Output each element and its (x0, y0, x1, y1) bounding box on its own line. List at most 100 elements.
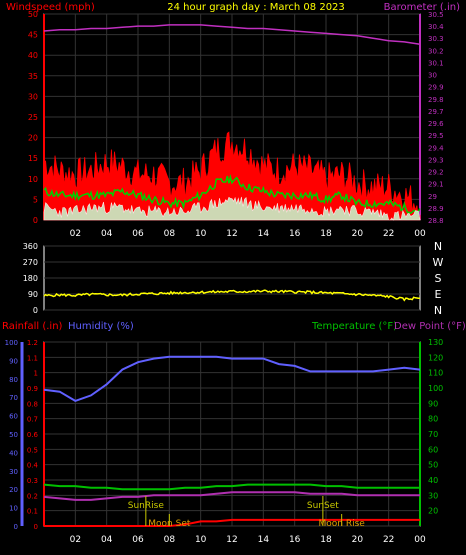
wind-x-tick-label: 12 (226, 229, 237, 239)
wind-y-tick-label: 20 (28, 134, 38, 143)
baro-y-tick-label: 28.8 (428, 217, 444, 225)
baro-y-tick-label: 29.5 (428, 132, 444, 140)
baro-y-tick-label: 30 (428, 72, 437, 80)
wind-y-tick-label: 10 (28, 175, 38, 184)
baro-y-tick-label: 29.4 (428, 144, 444, 152)
wind-x-tick-label: 06 (132, 229, 144, 239)
wind-x-tick-label: 20 (352, 229, 364, 239)
wind-y-tick-label: 30 (28, 92, 38, 101)
baro-y-tick-label: 28.9 (428, 205, 444, 213)
compass-label: N (434, 240, 442, 253)
wind-y-tick-label: 5 (33, 195, 38, 204)
humidity-y-tick-label: 90 (9, 357, 18, 365)
baro-y-tick-label: 29.3 (428, 156, 444, 164)
baro-y-tick-label: 29.1 (428, 181, 444, 189)
rain-x-tick-label: 18 (320, 535, 332, 545)
temperature-y-tick-label: 90 (428, 399, 438, 408)
wind-x-tick-label: 18 (320, 229, 332, 239)
humidity-y-tick-label: 70 (9, 394, 18, 402)
wind-average-series (43, 174, 421, 214)
rainfall-axis-label: Rainfall (.in) (2, 321, 63, 332)
compass-label: S (435, 272, 442, 285)
dewpoint-axis-label: Dew Point (°F) (394, 321, 466, 332)
wind-y-tick-label: 40 (28, 51, 38, 60)
wind-y-tick-label: 35 (28, 72, 38, 81)
rain-x-tick-label: 22 (383, 535, 394, 545)
rain-y-tick-label: 1.1 (27, 354, 38, 362)
rain-x-tick-label: 12 (226, 535, 237, 545)
sun-label: SunSet (307, 501, 339, 511)
temperature-y-tick-label: 110 (428, 369, 443, 378)
wind-y-tick-label: 15 (28, 154, 38, 163)
baro-y-tick-label: 30.4 (428, 23, 444, 31)
wind-y-tick-label: 0 (33, 216, 38, 225)
wind-x-tick-label: 16 (289, 229, 301, 239)
wind-y-tick-label: 45 (28, 31, 38, 40)
wind-x-tick-label: 08 (164, 229, 176, 239)
baro-y-tick-label: 29.2 (428, 169, 444, 177)
rain-x-tick-label: 10 (195, 535, 207, 545)
rain-y-tick-label: 0.7 (27, 416, 38, 424)
baro-y-tick-label: 29.9 (428, 84, 444, 92)
rain-x-tick-label: 08 (164, 535, 176, 545)
chart-title: 24 hour graph day : March 08 2023 (167, 2, 345, 13)
rain-x-tick-label: 00 (414, 535, 426, 545)
baro-y-tick-label: 30.1 (428, 59, 444, 67)
moon-label: Moon Rise (319, 519, 366, 529)
rain-y-tick-label: 0 (34, 523, 38, 531)
wind-x-tick-label: 04 (101, 229, 113, 239)
temperature-y-tick-label: 70 (428, 430, 438, 439)
baro-y-tick-label: 29.7 (428, 108, 444, 116)
temperature-y-tick-label: 100 (428, 384, 443, 393)
rain-x-tick-label: 02 (70, 535, 81, 545)
rain-y-tick-label: 0.1 (27, 508, 38, 516)
rain-x-tick-label: 06 (132, 535, 144, 545)
wind-x-tick-label: 00 (414, 229, 426, 239)
rain-y-tick-label: 0.8 (27, 400, 38, 408)
humidity-y-tick-label: 20 (9, 486, 18, 494)
baro-y-tick-label: 30.2 (428, 47, 444, 55)
humidity-y-tick-label: 50 (9, 431, 18, 439)
wind-x-tick-label: 10 (195, 229, 207, 239)
compass-label: N (434, 304, 442, 317)
rain-y-tick-label: 0.5 (27, 446, 38, 454)
temperature-axis-label: Temperature (°F) (311, 321, 397, 332)
baro-y-tick-label: 29.6 (428, 120, 444, 128)
baro-y-tick-label: 29.8 (428, 96, 444, 104)
temperature-y-tick-label: 30 (428, 491, 438, 500)
temperature-y-tick-label: 130 (428, 338, 443, 347)
humidity-axis-label: Humidity (%) (68, 321, 134, 332)
humidity-y-tick-label: 80 (9, 376, 18, 384)
baro-y-tick-label: 29 (428, 193, 437, 201)
wind-y-tick-label: 50 (28, 10, 38, 19)
temperature-y-tick-label: 50 (428, 461, 438, 470)
wind-x-tick-label: 22 (383, 229, 394, 239)
rain-x-tick-label: 16 (289, 535, 301, 545)
direction-y-tick-label: 0 (33, 306, 38, 315)
temperature-y-tick-label: 60 (428, 445, 438, 454)
direction-y-tick-label: 90 (28, 290, 38, 299)
temperature-y-tick-label: 120 (428, 353, 443, 362)
rain-y-tick-label: 0.9 (27, 385, 38, 393)
humidity-y-tick-label: 40 (9, 449, 18, 457)
rain-y-tick-label: 0.6 (27, 431, 39, 439)
wind-x-tick-label: 02 (70, 229, 81, 239)
humidity-y-tick-label: 30 (9, 468, 18, 476)
sun-label: SunRise (128, 501, 165, 511)
wind-low-series (43, 196, 421, 221)
barometer-series (43, 24, 421, 46)
rain-y-tick-label: 1.2 (27, 339, 38, 347)
windspeed-axis-label: Windspeed (mph) (6, 2, 95, 13)
rain-x-tick-label: 20 (352, 535, 364, 545)
wind-direction-series (43, 289, 420, 302)
humidity-y-tick-label: 10 (9, 505, 18, 513)
wind-y-tick-label: 25 (28, 113, 38, 122)
direction-y-tick-label: 180 (23, 274, 38, 283)
humidity-y-tick-label: 0 (14, 523, 18, 531)
wind-x-tick-label: 14 (258, 229, 270, 239)
dewpoint-series (43, 491, 420, 501)
rainfall-series (44, 518, 420, 527)
rain-x-tick-label: 14 (258, 535, 270, 545)
compass-label: E (435, 288, 442, 301)
